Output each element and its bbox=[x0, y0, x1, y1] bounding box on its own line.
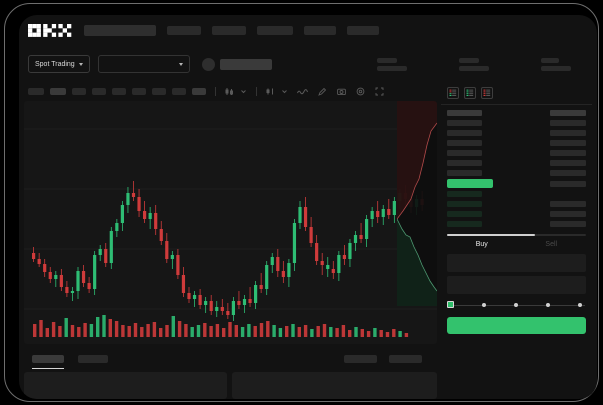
tf-chip-8[interactable] bbox=[172, 88, 186, 95]
tf-chip-7[interactable] bbox=[152, 88, 166, 95]
orderbook-bid-row[interactable] bbox=[447, 209, 586, 219]
orderbook-layout-asks-icon[interactable] bbox=[481, 87, 493, 99]
top-navigation-bar bbox=[19, 15, 597, 45]
chart-tab-1[interactable] bbox=[32, 355, 64, 369]
bottom-panel-right[interactable] bbox=[232, 372, 437, 399]
settings-gear-icon[interactable] bbox=[356, 87, 365, 96]
tf-chip-9[interactable] bbox=[192, 88, 206, 95]
pair-name-label bbox=[219, 58, 272, 70]
line-chart-icon[interactable] bbox=[297, 88, 308, 96]
tf-chip-4[interactable] bbox=[92, 88, 106, 95]
indicators-icon[interactable] bbox=[266, 87, 275, 96]
slider-stop-100[interactable] bbox=[578, 302, 582, 307]
fullscreen-icon[interactable] bbox=[375, 87, 384, 96]
draw-pencil-icon[interactable] bbox=[318, 87, 327, 96]
stat-label bbox=[376, 57, 397, 63]
stat-24h-volume bbox=[540, 57, 571, 71]
tf-chip-2[interactable] bbox=[50, 88, 66, 95]
coin-icon bbox=[201, 57, 215, 71]
ticker-bar: Spot Trading bbox=[19, 47, 597, 81]
tf-chip-1[interactable] bbox=[28, 88, 44, 95]
candlestick-chart-svg bbox=[24, 128, 437, 337]
tab-buy[interactable]: Buy bbox=[475, 241, 488, 248]
orderbook-header-row bbox=[447, 108, 586, 118]
slider-handle[interactable] bbox=[447, 301, 454, 308]
bottom-panel-left[interactable] bbox=[24, 372, 227, 399]
nav-item-3[interactable] bbox=[257, 25, 293, 35]
chart-tab-2[interactable] bbox=[78, 355, 108, 363]
orderbook-and-form-panel: Buy Sell bbox=[441, 83, 592, 399]
tab-sell[interactable]: Sell bbox=[545, 241, 558, 248]
orderbook-ask-row[interactable] bbox=[447, 158, 586, 168]
stat-label bbox=[458, 57, 479, 63]
candles-icon[interactable] bbox=[225, 87, 234, 96]
tab-indicator-track bbox=[447, 234, 586, 236]
nav-item-1[interactable] bbox=[167, 25, 201, 35]
orderbook-price-header bbox=[447, 110, 482, 116]
chart-toolbar bbox=[19, 83, 597, 100]
orderbook-bid-row[interactable] bbox=[447, 199, 586, 209]
chart-action-1[interactable] bbox=[344, 355, 377, 363]
nav-item-4[interactable] bbox=[304, 25, 336, 35]
orderbook-ask-row[interactable] bbox=[447, 148, 586, 158]
stat-value bbox=[376, 65, 407, 71]
place-order-button[interactable] bbox=[447, 317, 586, 334]
amount-input[interactable] bbox=[447, 276, 586, 294]
market-depth-overlay bbox=[397, 101, 437, 306]
orderbook-layout-both-icon[interactable] bbox=[447, 87, 459, 99]
orderbook-ask-row[interactable] bbox=[447, 138, 586, 148]
orderbook-layout-switcher bbox=[441, 83, 592, 103]
chart-action-2[interactable] bbox=[389, 355, 422, 363]
last-price-amount bbox=[550, 180, 586, 187]
active-tab-underline bbox=[32, 368, 64, 369]
orderbook-list[interactable] bbox=[441, 108, 592, 229]
order-form bbox=[441, 254, 592, 294]
toolbar-divider bbox=[215, 87, 216, 96]
slider-stop-50[interactable] bbox=[514, 302, 518, 307]
stat-24h-change bbox=[458, 57, 489, 71]
orderbook-ask-row[interactable] bbox=[447, 168, 586, 178]
orderbook-amount-header bbox=[550, 110, 586, 116]
chart-footer-tabs bbox=[24, 349, 437, 369]
tf-chip-6[interactable] bbox=[132, 88, 146, 95]
tf-chip-3[interactable] bbox=[72, 88, 86, 95]
stat-label bbox=[540, 57, 559, 63]
chevron-down-icon-2[interactable] bbox=[281, 88, 288, 95]
okx-logo[interactable] bbox=[28, 23, 72, 37]
nav-item-2[interactable] bbox=[212, 25, 246, 35]
camera-icon[interactable] bbox=[337, 87, 346, 96]
trading-mode-label: Spot Trading bbox=[35, 60, 75, 68]
orderbook-ask-row[interactable] bbox=[447, 118, 586, 128]
chevron-down-icon-1[interactable] bbox=[240, 88, 247, 95]
slider-stop-25[interactable] bbox=[482, 302, 486, 307]
amount-percent-slider[interactable] bbox=[441, 301, 592, 311]
tf-chip-5[interactable] bbox=[112, 88, 126, 95]
orderbook-last-price bbox=[447, 178, 586, 189]
last-price-highlight bbox=[447, 179, 493, 188]
trading-pair-selector[interactable] bbox=[97, 55, 190, 73]
active-tab-indicator bbox=[447, 234, 535, 236]
orderbook-bid-row[interactable] bbox=[447, 219, 586, 229]
orderbook-ask-row[interactable] bbox=[447, 128, 586, 138]
price-chart[interactable] bbox=[24, 101, 437, 344]
stat-value bbox=[540, 65, 571, 71]
global-search-field[interactable] bbox=[84, 24, 156, 36]
stat-value bbox=[458, 65, 489, 71]
app-screen: Spot Trading bbox=[19, 15, 597, 399]
orderbook-bid-row[interactable] bbox=[447, 189, 586, 199]
orderbook-divider bbox=[441, 104, 592, 105]
orderbook-layout-bids-icon[interactable] bbox=[464, 87, 476, 99]
toolbar-divider bbox=[256, 87, 257, 96]
trading-mode-selector[interactable]: Spot Trading bbox=[28, 55, 90, 73]
order-side-tabs: Buy Sell bbox=[441, 234, 592, 248]
chevron-down-icon bbox=[178, 62, 183, 66]
chevron-down-icon bbox=[78, 62, 83, 66]
price-input[interactable] bbox=[447, 254, 586, 272]
stat-last-price bbox=[376, 57, 407, 71]
device-frame: Spot Trading bbox=[4, 3, 599, 402]
slider-stop-75[interactable] bbox=[546, 302, 550, 307]
nav-item-5[interactable] bbox=[347, 25, 379, 35]
